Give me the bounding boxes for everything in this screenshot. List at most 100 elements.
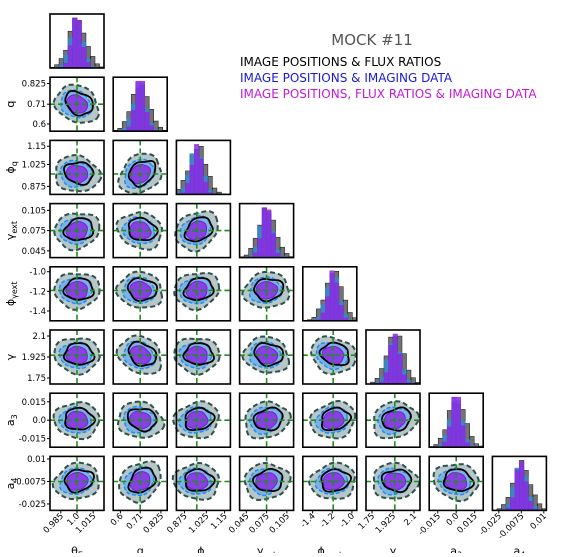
panel-frame <box>238 329 295 385</box>
panel-frame <box>238 392 295 449</box>
y-tick-label: -1.2 <box>29 287 46 297</box>
x-tick-label: -0.015 <box>416 511 442 537</box>
panel-gamma-phi_q <box>173 329 232 385</box>
panel-phi_gext-phi_gext <box>301 265 358 322</box>
y-tick-label: 0.01 <box>27 455 46 465</box>
contour-flux-inner <box>127 340 158 368</box>
y-axis-label-phi_q: ϕq <box>4 161 19 173</box>
y-tick-label: 0.825 <box>22 80 46 90</box>
legend-entry-flux-ratios: IMAGE POSITIONS & FLUX RATIOS <box>240 55 441 69</box>
panel-gamma-gamma <box>365 329 421 385</box>
y-axis-label-subscript: 4 <box>10 477 19 482</box>
panel-frame <box>112 202 168 259</box>
panel-frame <box>49 13 105 69</box>
panel-q-thetaE: 0.6 0.71 0.825 q <box>4 76 105 132</box>
hist-bar-combined <box>338 305 344 322</box>
panel-phi_q-phi_q <box>175 139 232 196</box>
panel-frame <box>491 455 548 512</box>
hist-bar-combined <box>510 497 516 511</box>
contour-flux-inner <box>182 277 215 302</box>
y-tick-label: 2.1 <box>32 332 46 342</box>
x-tick-label: 0.045 <box>227 511 251 535</box>
panel-frame <box>49 265 105 322</box>
x-axis-label-phi_gext: ϕγext <box>317 544 342 553</box>
hist-bar-combined <box>67 45 73 69</box>
panel-gamma-thetaE: 1.75 1.925 2.1 γ <box>4 329 105 385</box>
contour-flux-inner <box>253 342 285 367</box>
panel-a4-gamma: 1.751.925 2.1γ <box>357 455 421 557</box>
panel-phi_gext-thetaE: -1.4 -1.2 -1.0 ϕγext <box>4 265 105 322</box>
hist-bar-combined <box>446 426 452 448</box>
panel-frame <box>301 329 358 385</box>
y-axis-label-gamma: γ <box>4 353 17 360</box>
chart-title: MOCK #11 <box>331 31 412 49</box>
hist-bar-combined <box>383 372 389 385</box>
contour-flux-inner <box>64 406 97 431</box>
y-axis-label-a3: a3 <box>4 414 19 426</box>
y-axis-label-subscript: ext <box>10 221 19 234</box>
panel-a3-phi_gext <box>301 392 358 449</box>
y-tick-label: -1.0 <box>29 268 46 278</box>
panel-gamma-q <box>112 329 168 385</box>
y-tick-label: 1.025 <box>22 160 46 170</box>
contour-flux-inner <box>184 468 216 492</box>
panel-frame <box>175 202 232 259</box>
x-axis-label-a4: a4 <box>513 544 525 553</box>
panel-gamma-gamma_ext <box>238 329 295 385</box>
contour-flux-inner <box>320 468 353 493</box>
contour-flux-inner <box>184 406 216 432</box>
panel-a3-phi_q <box>172 392 232 449</box>
contour-flux-inner <box>320 406 353 432</box>
y-axis-label-q: q <box>4 101 17 108</box>
panel-phi_gext-gamma_ext <box>238 265 295 322</box>
x-tick-label: 1.925 <box>374 511 398 535</box>
y-tick-label: -1.4 <box>29 307 46 317</box>
panel-frame <box>301 265 358 322</box>
y-tick-label: 0.875 <box>22 182 46 192</box>
panel-phi_q-thetaE: 0.875 1.025 1.15 ϕq <box>4 139 105 196</box>
hist-bar-flux <box>410 377 416 385</box>
hist-bar-combined <box>397 353 403 385</box>
panel-frame <box>365 329 421 385</box>
x-tick-label: -1.2 <box>319 511 338 530</box>
panel-frame <box>428 392 485 449</box>
contour-flux-inner <box>63 161 95 186</box>
contour-flux-inner <box>251 467 284 493</box>
x-tick-label: 0.985 <box>42 511 66 535</box>
x-tick-label: 0.875 <box>165 511 189 535</box>
legend-entry-combined: IMAGE POSITIONS, FLUX RATIOS & IMAGING D… <box>240 87 537 101</box>
y-axis-label-a4: a4 <box>4 477 19 489</box>
y-axis-label-subscript: γext <box>10 281 19 298</box>
x-axis-label-phi_q: ϕq <box>197 544 209 553</box>
legend-entry-imaging-data: IMAGE POSITIONS & IMAGING DATA <box>240 71 453 85</box>
x-axis-label-thetaE: θE <box>71 544 83 553</box>
contour-flux-inner <box>182 342 215 366</box>
y-tick-label: 1.75 <box>27 374 46 384</box>
panel-frame <box>175 455 232 512</box>
contour-flux-inner <box>62 342 96 366</box>
hist-bar-combined <box>130 109 136 132</box>
hist-bar-combined <box>81 47 87 69</box>
contour-flux-inner <box>442 468 475 493</box>
y-tick-label: -0.0075 <box>13 477 46 487</box>
y-axis-label-gamma_ext: γext <box>4 221 19 240</box>
hist-bar-combined <box>460 425 466 448</box>
panel-thetaE-thetaE <box>49 13 105 69</box>
contour-flux-inner <box>127 466 158 494</box>
x-tick-label: 0.01 <box>528 511 548 531</box>
hist-bar-flux <box>212 187 218 195</box>
contour-flux-inner <box>252 406 284 432</box>
contour-flux-inner <box>183 216 214 243</box>
y-tick-label: 0.045 <box>22 247 46 257</box>
panel-frame <box>238 265 295 322</box>
x-axis-label-a3: a3 <box>450 544 462 553</box>
panel-frame <box>49 139 105 196</box>
hist-bar-combined <box>198 158 204 195</box>
hist-bar-combined <box>334 282 340 322</box>
hist-bar-combined <box>270 233 276 258</box>
